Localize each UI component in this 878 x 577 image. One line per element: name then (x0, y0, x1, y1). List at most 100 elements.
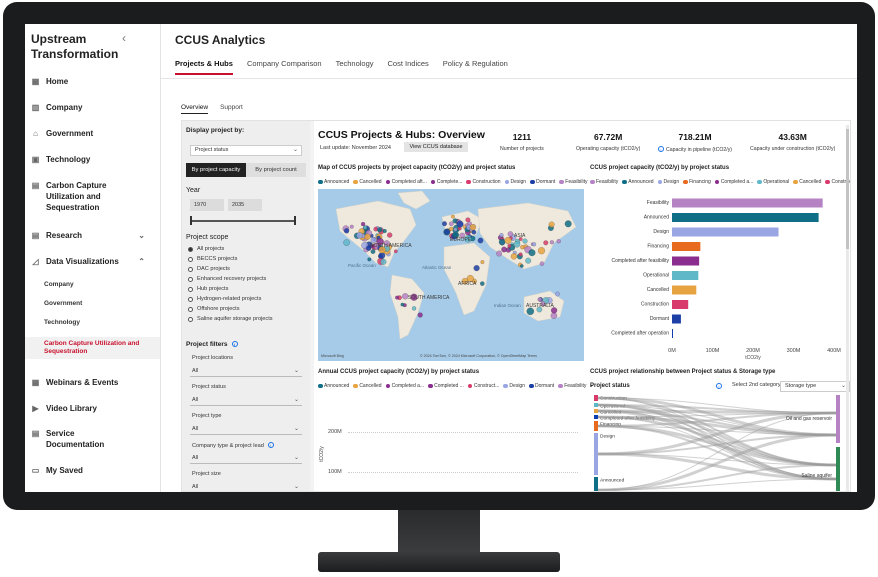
sankey-node-right[interactable] (836, 447, 840, 492)
project-dot[interactable] (444, 229, 450, 235)
project-dot[interactable] (453, 227, 458, 232)
legend-item[interactable]: Cancelled (353, 179, 382, 185)
scrollbar-thumb[interactable] (846, 129, 849, 249)
bar-design[interactable] (672, 227, 779, 237)
sidebar-subitem-1[interactable]: Government (44, 300, 83, 307)
project-dot[interactable] (367, 257, 372, 262)
legend-item[interactable]: Feasibility (558, 383, 586, 389)
project-dot[interactable] (549, 240, 554, 245)
project-dot[interactable] (518, 252, 523, 257)
project-dot[interactable] (504, 236, 512, 244)
project-dot[interactable] (480, 281, 485, 286)
legend-item[interactable]: Construction (825, 179, 850, 185)
sankey-node-left[interactable] (594, 395, 598, 401)
sidebar-item-3[interactable]: ▣ Technology (25, 154, 155, 165)
project-dot[interactable] (520, 264, 524, 268)
project-dot[interactable] (360, 221, 366, 227)
project-dot[interactable] (528, 249, 536, 257)
project-dot[interactable] (380, 258, 387, 265)
report-scrollbar[interactable] (846, 125, 849, 491)
collapse-chevron-icon[interactable]: ‹ (122, 31, 126, 45)
project-dot[interactable] (513, 241, 521, 248)
project-dot[interactable] (540, 301, 546, 307)
tab-cost-indices[interactable]: Cost Indices (387, 59, 429, 68)
legend-item[interactable]: Completed a... (385, 383, 424, 389)
bar-completed-after-feasibility[interactable] (672, 256, 700, 266)
project-dot[interactable] (370, 237, 377, 244)
subtab-support[interactable]: Support (220, 104, 243, 111)
sidebar-subitem-3[interactable]: Carbon Capture Utilization and Sequestra… (25, 337, 160, 359)
project-dot[interactable] (555, 291, 560, 297)
bar-operational[interactable] (672, 271, 699, 280)
project-dot[interactable] (465, 217, 471, 223)
scope-option-0[interactable]: All projects (188, 246, 224, 252)
project-dot[interactable] (510, 253, 517, 260)
filter-dropdown-2[interactable]: All ⌄ (190, 425, 302, 435)
project-dot[interactable] (411, 306, 417, 311)
legend-item[interactable]: Completed aft... (385, 179, 427, 185)
project-dot[interactable] (496, 250, 503, 257)
project-dot[interactable] (377, 227, 383, 233)
project-dot[interactable] (451, 214, 455, 219)
year-slider-handle-end[interactable] (294, 216, 296, 225)
bar-cancelled[interactable] (672, 285, 697, 295)
legend-item[interactable]: Completed ... (428, 383, 464, 389)
project-dot[interactable] (536, 306, 543, 313)
project-dot[interactable] (522, 238, 528, 244)
year-slider-handle-start[interactable] (190, 216, 192, 225)
project-dot[interactable] (550, 312, 558, 319)
project-dot[interactable] (442, 221, 447, 227)
project-dot[interactable] (343, 239, 350, 246)
year-slider-track[interactable] (190, 220, 296, 222)
project-dot[interactable] (548, 221, 555, 228)
project-dot[interactable] (402, 293, 409, 300)
project-dot[interactable] (394, 249, 398, 254)
project-dot[interactable] (471, 229, 477, 235)
project-dot[interactable] (473, 265, 480, 272)
sankey-node-left[interactable] (594, 477, 598, 492)
project-dot[interactable] (378, 246, 386, 254)
by-capacity-button[interactable]: By project capacity (186, 163, 246, 177)
legend-item[interactable]: Feasibility (559, 179, 588, 185)
filter-dropdown-3[interactable]: All ⌄ (190, 454, 302, 464)
sidebar-item-6[interactable]: ◿ Data Visualizations ⌃ (25, 256, 155, 267)
filter-dropdown-4[interactable]: All ⌄ (190, 483, 302, 491)
project-map[interactable]: NORTH AMERICA EUROPE ASIA AFRICA SOUTH AMERI… (318, 189, 584, 361)
project-dot[interactable] (556, 239, 561, 244)
legend-item[interactable]: Financing (683, 179, 711, 185)
project-dot[interactable] (400, 302, 405, 307)
legend-next-arrow-icon[interactable]: ▸ (590, 383, 593, 389)
sankey-node-left[interactable] (594, 415, 598, 419)
year-to-input[interactable]: 2035 (228, 199, 262, 211)
project-dot[interactable] (539, 261, 545, 266)
subtab-overview[interactable]: Overview (181, 104, 209, 114)
bar-financing[interactable] (672, 242, 701, 251)
project-dot[interactable] (459, 232, 466, 239)
project-dot[interactable] (461, 277, 469, 285)
sidebar-bottom-item-0[interactable]: ▦ Webinars & Events (25, 377, 155, 388)
project-dot[interactable] (464, 235, 472, 243)
sankey-node-left[interactable] (594, 421, 598, 431)
scope-option-2[interactable]: DAC projects (188, 266, 230, 272)
sankey-category-select[interactable]: Storage type ⌄ (780, 381, 850, 392)
year-from-input[interactable]: 1970 (190, 199, 224, 211)
scope-option-7[interactable]: Saline aquifer storage projects (188, 316, 273, 322)
project-dot[interactable] (520, 245, 525, 250)
project-dot[interactable] (543, 240, 549, 246)
scope-option-3[interactable]: Enhanced recovery projects (188, 276, 266, 282)
sidebar-bottom-item-1[interactable]: ▶ Video Library (25, 403, 155, 414)
legend-item[interactable]: Feasibility (590, 179, 618, 185)
legend-item[interactable]: Construction (466, 179, 501, 185)
project-dot[interactable] (362, 225, 367, 230)
bar-completed-after-operation[interactable] (672, 329, 673, 338)
project-dot[interactable] (370, 249, 376, 254)
project-dot[interactable] (456, 220, 464, 228)
project-dot[interactable] (364, 233, 371, 240)
view-database-button[interactable]: View CCUS database (404, 142, 468, 152)
tab-policy-regulation[interactable]: Policy & Regulation (442, 59, 508, 68)
project-dot[interactable] (551, 307, 558, 314)
project-dot[interactable] (499, 233, 504, 238)
legend-item[interactable]: Design (504, 179, 526, 185)
legend-item[interactable]: Dormant (530, 179, 555, 185)
scope-option-5[interactable]: Hydrogen-related projects (188, 296, 261, 302)
